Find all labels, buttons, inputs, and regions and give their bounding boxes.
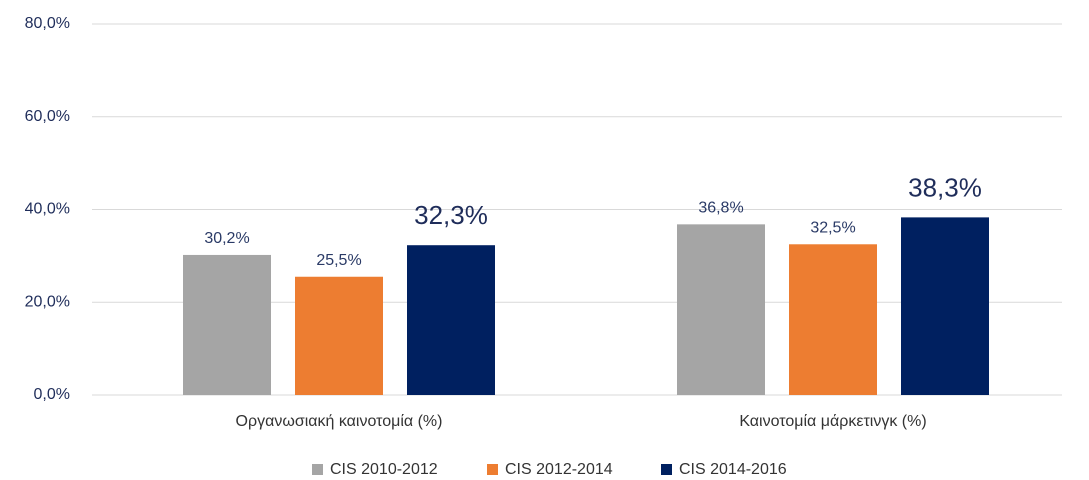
x-tick-label: Καινοτομία μάρκετινγκ (%) (739, 413, 926, 430)
bar (407, 245, 495, 395)
bar (677, 224, 765, 395)
value-label: 38,3% (908, 172, 982, 202)
legend-swatch (661, 464, 672, 475)
y-tick-label: 0,0% (34, 386, 70, 403)
bar (789, 244, 877, 395)
legend-label: CIS 2014-2016 (679, 461, 787, 478)
y-tick-label: 80,0% (25, 15, 70, 32)
bar (295, 276, 383, 395)
value-label: 36,8% (698, 200, 743, 217)
y-tick-label: 40,0% (25, 201, 70, 218)
y-tick-label: 60,0% (25, 108, 70, 125)
legend-label: CIS 2012-2014 (505, 461, 613, 478)
x-tick-label: Οργανωσιακή καινοτομία (%) (236, 413, 443, 430)
bar (901, 217, 989, 395)
bar (183, 254, 271, 395)
legend-swatch (312, 464, 323, 475)
y-tick-label: 20,0% (25, 293, 70, 310)
legend-swatch (487, 464, 498, 475)
value-label: 32,3% (414, 200, 488, 230)
legend-label: CIS 2010-2012 (330, 461, 438, 478)
value-label: 25,5% (316, 252, 361, 269)
value-label: 32,5% (810, 220, 855, 237)
value-label: 30,2% (204, 230, 249, 247)
